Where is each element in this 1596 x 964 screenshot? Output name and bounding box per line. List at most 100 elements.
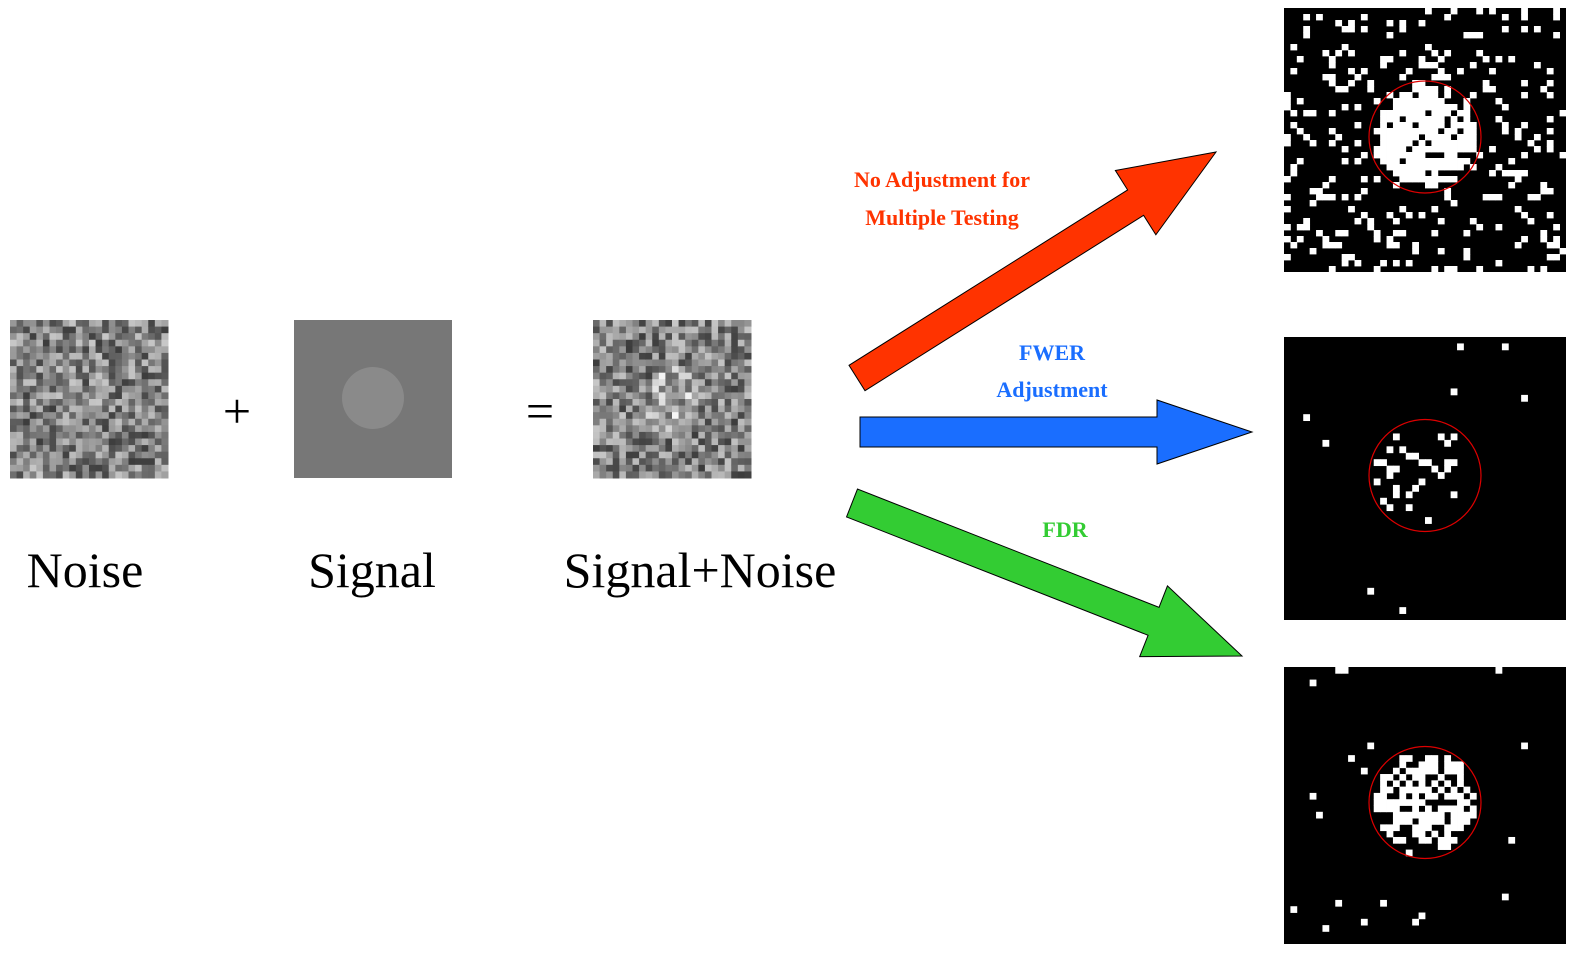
pixel [1425,755,1432,762]
pixel [1374,806,1381,813]
pixel [1444,110,1451,116]
pixel [1374,152,1381,158]
pixel [744,373,751,380]
pixel [1361,919,1368,926]
pixel [1419,913,1426,920]
pixel [1463,230,1470,236]
pixel [1438,787,1445,794]
pixel [129,439,136,446]
pixel [1393,260,1400,266]
pixel [1553,236,1560,242]
pixel [1380,140,1387,146]
pixel [30,471,37,478]
pixel [23,432,30,439]
pixel [1399,812,1406,819]
pixel [155,360,162,367]
pixel [606,386,613,393]
pixel [744,432,751,439]
pixel [1470,62,1477,68]
pixel [122,327,129,334]
pixel [1457,824,1464,831]
pixel [1367,588,1374,595]
pixel [626,327,633,334]
pixel [1489,86,1496,92]
pixel [692,425,699,432]
pixel [69,399,76,406]
pixel [115,412,122,419]
pixel [1451,146,1458,152]
pixel [129,465,136,472]
pixel [1444,768,1451,775]
pixel [606,379,613,386]
pixel [1387,466,1394,473]
pixel [679,439,686,446]
pixel [17,439,24,446]
pixel [76,465,83,472]
pixel [639,439,646,446]
pixel [613,392,620,399]
pixel [89,432,96,439]
pixel [718,360,725,367]
pixel [56,320,63,327]
pixel [685,465,692,472]
pixel [142,458,149,465]
pixel [69,425,76,432]
pixel [698,386,705,393]
pixel [1348,254,1355,260]
pixel [30,458,37,465]
pixel [1438,248,1445,254]
pixel [639,340,646,347]
pixel [1515,176,1522,182]
pixel [43,340,50,347]
pixel [692,392,699,399]
pixel [89,366,96,373]
pixel [738,432,745,439]
pixel [63,366,70,373]
pixel [744,445,751,452]
pixel [1406,491,1413,498]
pixel [155,333,162,340]
pixel [1502,104,1509,110]
pixel [43,399,50,406]
pixel [36,399,43,406]
pixel [1431,230,1438,236]
pixel [1444,92,1451,98]
pixel [1399,787,1406,794]
pixel [1355,122,1362,128]
pixel [600,419,607,426]
pixel [685,353,692,360]
pixel [122,346,129,353]
pixel [600,327,607,334]
pixel [619,373,626,380]
pixel [17,386,24,393]
pixel [646,412,653,419]
pixel [593,346,600,353]
pixel [646,439,653,446]
pixel [148,360,155,367]
pixel [679,327,686,334]
pixel [692,406,699,413]
pixel [718,465,725,472]
pixel [1515,242,1522,248]
pixel [142,346,149,353]
pixel [600,366,607,373]
pixel [1451,164,1458,170]
pixel [1425,824,1432,831]
pixel [161,406,168,413]
pixel [1406,755,1413,762]
pixel [1528,194,1535,200]
pixel [712,333,719,340]
pixel [738,346,745,353]
pixel [1438,433,1445,440]
pixel [63,327,70,334]
pixel [1322,236,1329,242]
pixel [1399,793,1406,800]
pixel [1451,768,1458,775]
pixel [646,458,653,465]
pixel [36,366,43,373]
pixel [1463,122,1470,128]
pixel [1431,780,1438,787]
pixel [1374,799,1381,806]
pixel [606,458,613,465]
pixel [122,353,129,360]
